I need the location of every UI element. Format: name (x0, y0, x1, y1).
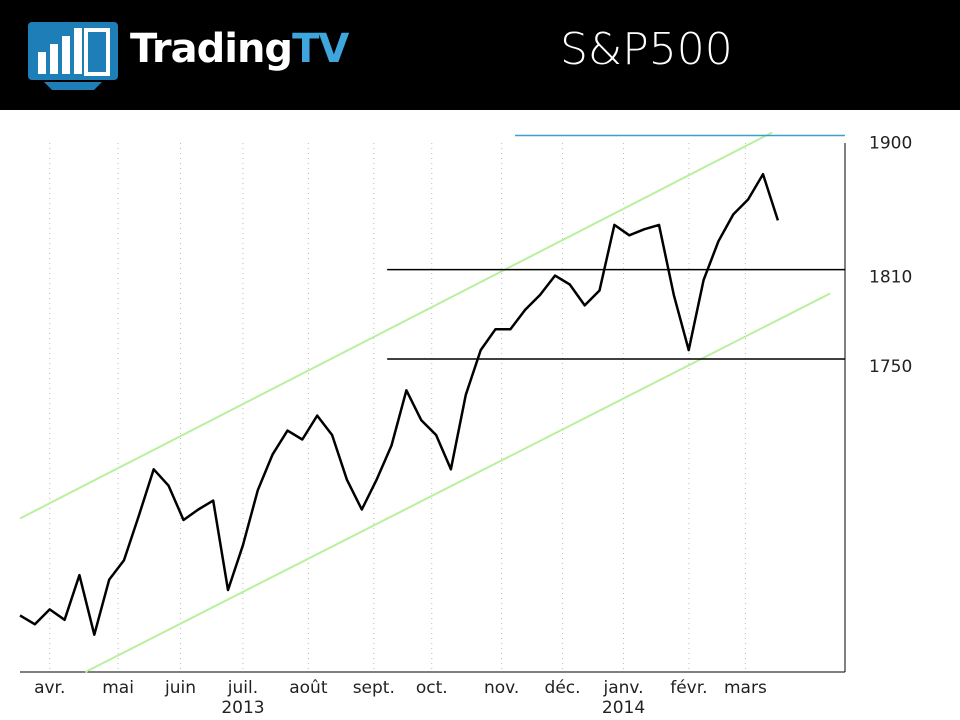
year-label: 2013 (221, 698, 264, 718)
x-tick-label: oct. (416, 678, 448, 698)
level-label: 1900 (869, 133, 912, 153)
brand-text: Trading (130, 26, 293, 72)
price-line (19, 172, 780, 636)
trend-line (19, 131, 773, 520)
chart: avr. mai juin juil. août sept. oct. nov. déc. jan… (19, 131, 912, 718)
level-label: 1810 (869, 268, 912, 288)
x-tick-label: nov. (484, 678, 519, 698)
x-tick-label: sept. (353, 678, 395, 698)
x-tick-label: mars (724, 678, 767, 698)
x-tick-label: janv. (602, 678, 643, 698)
logo-icon (28, 22, 118, 90)
header: TradingTV S&P500 (0, 0, 960, 110)
brand: TradingTV (130, 26, 349, 72)
x-tick-label: juil. (227, 678, 258, 698)
x-tick-label: avr. (34, 678, 65, 698)
x-tick-label: mai (102, 678, 134, 698)
brand-accent: TV (292, 26, 349, 72)
trend-line (84, 292, 831, 673)
x-tick-label: juin (164, 678, 196, 698)
year-label: 2014 (602, 698, 645, 718)
x-tick-label: déc. (545, 678, 581, 698)
level-label: 1750 (869, 357, 912, 377)
x-tick-label: févr. (670, 678, 707, 698)
x-tick-label: août (289, 678, 328, 698)
chart-title: S&P500 (560, 24, 733, 75)
